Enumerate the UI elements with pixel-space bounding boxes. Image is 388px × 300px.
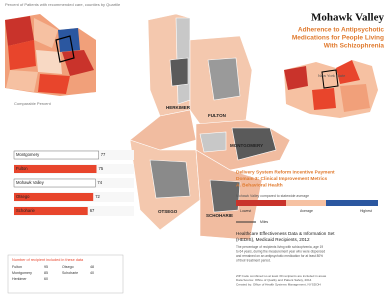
text-line: A. Behavioral Health [236,182,283,188]
state-label: New York State [318,73,346,78]
recipients-table: Fulton 95 Otsego 48 Montgomery 85 Schoharie 40 H… [12,265,94,281]
text-line: Data Source: Office of Quality and Patie… [236,278,312,282]
table-cell: Schoharie [62,271,78,275]
recipients-title: Number of recipient included in these da… [12,258,84,262]
bar-name: Otsego [16,194,30,199]
text-line: Healthcare Effectiveness Data & Informat… [236,231,335,236]
title: Mohawk Valley [311,12,385,24]
bar-value: 74 [97,180,102,185]
bar-value: 72 [95,194,100,199]
county-label: HERKIMER [166,105,191,110]
bar-value: 67 [90,208,95,213]
notes: ZIP Code combined so at least 30 recipie… [236,274,327,287]
bar-name: Mohawk Valley [16,180,45,185]
source-title: Healthcare Effectiveness Data & Informat… [236,231,335,242]
state-map [284,60,378,118]
text-line: of their treatment period. [236,258,271,262]
bar [13,178,96,188]
table-cell: Otsego [62,265,74,269]
county-label: OTSEGO [158,209,178,214]
bar-list: Montgomery 77 Fulton 75 Mohawk Valley 74 Otseg… [13,150,134,216]
bar [14,193,94,201]
text-line: Domain 3: Clinical Improvement Metrics [236,176,327,182]
county-label: MONTGOMERY [230,143,263,148]
region-map [129,13,291,241]
county-label: FULTON [208,113,226,118]
table-cell: Fulton [12,265,22,269]
text-line: Created by: Office of Health Systems Man… [236,282,321,286]
text-line: ZIP Code combined so at least 30 recipie… [236,274,327,278]
text-line: (HEDIS), Medicaid Recipients, 2012 [236,237,310,242]
bar [14,165,97,173]
bar [13,150,99,160]
legend-title: Mohawk Valley compared to statewide aver… [236,194,309,198]
legend-label: Highest [360,209,372,213]
table-cell: 60 [44,277,48,281]
bar-name: Schoharie [16,208,36,213]
legend-swatch [236,200,286,206]
legend-swatch [286,200,326,206]
bar-name: Montgomery [16,152,40,157]
text-line: and remained on an antipsychotic medicat… [236,254,323,258]
table-cell: 85 [44,271,48,275]
comparison-label: Comparable Percent [14,101,52,106]
scale-label: Miles [260,220,268,224]
bar [14,207,88,215]
description: The percentage of recipients living with… [236,245,325,263]
text-line: With Schizophrenia [324,43,385,50]
table-cell: Herkimer [12,277,27,281]
table-cell: 95 [44,265,48,269]
bar-value: 75 [99,166,104,171]
bar-value: 77 [101,152,106,157]
table-cell: Montgomery [12,271,32,275]
text-line: The percentage of recipients living with… [236,245,323,249]
legend-label: Average [300,209,313,213]
program-title: Delivery System Reform Incentive Payment… [236,169,335,188]
table-cell: 48 [90,265,94,269]
legend-label: Lowest [240,209,251,213]
inset-map [5,14,96,96]
bar-name: Fulton [16,166,28,171]
table-cell: 40 [90,271,94,275]
inset-title: Percent of Patients with recommended car… [5,2,121,7]
text-line: Delivery System Reform Incentive Payment [236,169,335,175]
county-label: SCHOHARIE [206,213,233,218]
legend-swatch [326,200,378,206]
text-line: Medications for People Living [292,35,384,42]
text-line: Adherence to Antipsychotic [298,27,384,34]
recipients-box [7,254,124,294]
text-line: to 64 years, during the measurement year… [236,249,325,253]
